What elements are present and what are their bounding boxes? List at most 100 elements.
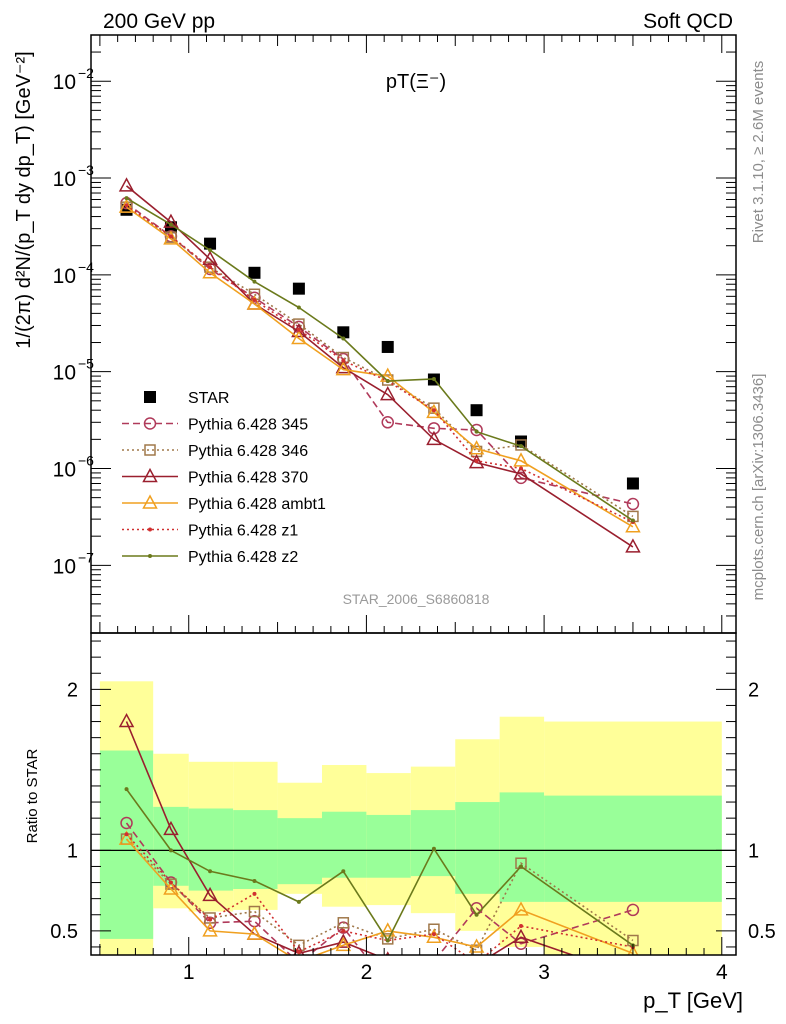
ratio-y-tick-label-right: 1: [748, 840, 759, 862]
ratio-series-5: [124, 787, 635, 948]
ratio-point-4-8: [475, 961, 479, 965]
ratio-point-2-5: [335, 933, 352, 948]
legend-marker-3: [142, 467, 158, 483]
ratio-y-tick-label-left: 2: [67, 679, 78, 701]
legend-label-1: Pythia 6.428 345: [188, 417, 308, 434]
main-series-6: [124, 196, 635, 523]
main-series-1: [120, 196, 640, 511]
main-point-4-3: [246, 295, 263, 310]
ratio-point-2-10: [626, 969, 639, 981]
main-point-5-9: [519, 466, 523, 471]
ratio-point-5-3: [252, 878, 257, 883]
ratio-point-1-5: [337, 917, 350, 929]
ratio-point-5-7: [431, 846, 436, 851]
plot-axes: 1 2 3 410−710−610−510−410−310 −20.5 0.51 12 2: [50, 34, 776, 984]
main-point-3-6: [379, 386, 396, 401]
main-point-3-0: [118, 177, 135, 192]
ratio-point-2-1: [163, 820, 179, 836]
ratio-point-4-0: [124, 832, 129, 837]
x-tick-label: 4: [716, 961, 728, 984]
ratio-point-1-3: [248, 905, 261, 918]
main-point-0-10: [626, 477, 639, 490]
legend-marker-1: [143, 417, 157, 430]
header-right: Soft QCD: [643, 10, 733, 33]
ratio-band-green-3: [233, 810, 278, 889]
main-point-0-2: [204, 237, 217, 250]
main-point-1-6: [381, 416, 394, 429]
ratio-point-3-5: [335, 936, 352, 952]
ratio-series-line-3: [125, 838, 634, 955]
main-point-6-8: [474, 429, 479, 434]
ratio-series-line-1: [125, 838, 634, 952]
main-y-tick-label: 10: [53, 71, 76, 94]
mcplots-label: mcplots.cern.ch [arXiv:1306.3436]: [750, 374, 767, 601]
ratio-band-green-5: [321, 811, 367, 878]
main-y-tick-exponent: −7: [78, 549, 94, 565]
ratio-point-3-8: [468, 938, 485, 953]
main-y-tick-label: 10: [53, 555, 76, 578]
ratio-point-1-6: [381, 933, 394, 945]
ratio-point-0-7: [428, 956, 439, 967]
ratio-uncertainty-bands: [91, 681, 736, 955]
main-point-4-9: [513, 452, 529, 467]
main-series-line-2: [126, 206, 634, 518]
ratio-y-tick-label-left: 0.5: [50, 921, 78, 943]
ratio-y-tick-label-right: 0.5: [748, 921, 776, 943]
ratio-point-2-9: [513, 928, 529, 944]
main-y-axis-title: 1/(2π) d²N/(p_T dy dp_T) [GeV⁻²]: [13, 51, 35, 348]
main-point-5-4: [296, 327, 301, 332]
ratio-point-3-3: [246, 925, 263, 940]
legend-label-4: Pythia 6.428 ambt1: [188, 496, 326, 513]
main-point-0-8: [470, 404, 483, 417]
main-y-tick-exponent: −6: [78, 452, 94, 468]
rivet-label: Rivet 3.1.10, ≥ 2.6M events: [750, 61, 767, 244]
ratio-point-4-3: [252, 891, 257, 896]
main-plot-frame: [90, 34, 737, 634]
main-point-4-2: [202, 264, 218, 279]
ratio-point-3-9: [513, 901, 529, 916]
main-y-tick-label: 10: [53, 362, 76, 385]
main-series-line-4: [126, 206, 634, 528]
ratio-point-4-2: [208, 917, 213, 922]
main-y-tick-label: 10: [53, 265, 76, 288]
ratio-point-0-10: [626, 903, 640, 917]
main-point-6-4: [296, 305, 301, 310]
main-point-1-8: [470, 423, 483, 437]
legend-marker-4: [142, 494, 158, 509]
main-point-3-10: [625, 538, 641, 553]
ratio-point-2-0: [118, 712, 135, 728]
main-y-tick-exponent: −3: [78, 162, 94, 178]
main-point-6-5: [341, 336, 346, 341]
main-point-5-2: [208, 265, 213, 270]
main-point-0-5: [337, 326, 350, 339]
ratio-point-5-0: [124, 787, 129, 792]
x-axis-title: p_T [GeV]: [643, 988, 743, 1013]
ratio-point-3-6: [379, 922, 396, 937]
main-point-5-1: [168, 234, 173, 239]
main-point-5-0: [124, 203, 129, 208]
main-point-4-1: [163, 230, 179, 245]
ratio-band-green-2: [188, 808, 234, 891]
legend-marker-2: [144, 444, 156, 456]
ratio-point-4-9: [519, 924, 523, 929]
x-tick-label: 1: [183, 961, 195, 984]
main-series-line-3: [125, 185, 634, 548]
main-y-tick-exponent: −5: [78, 356, 94, 372]
main-y-tick-label: 10: [53, 168, 76, 191]
ratio-band-green-8: [455, 802, 500, 894]
legend-label-3: Pythia 6.428 370: [188, 470, 308, 487]
legend-label-5: Pythia 6.428 z1: [188, 523, 298, 540]
main-y-tick-exponent: −2: [78, 65, 94, 81]
main-point-4-10: [625, 518, 641, 533]
plot-title: pT(Ξ⁻): [386, 71, 446, 93]
ratio-point-2-8: [470, 958, 483, 970]
main-point-6-2: [208, 248, 213, 253]
main-point-4-4: [291, 329, 307, 345]
main-point-5-5: [341, 358, 346, 363]
ratio-y-tick-label-left: 1: [67, 840, 78, 862]
main-point-3-1: [163, 213, 179, 228]
main-series-4: [118, 198, 641, 533]
ratio-point-3-10: [627, 944, 639, 955]
ratio-series-3: [118, 830, 639, 955]
